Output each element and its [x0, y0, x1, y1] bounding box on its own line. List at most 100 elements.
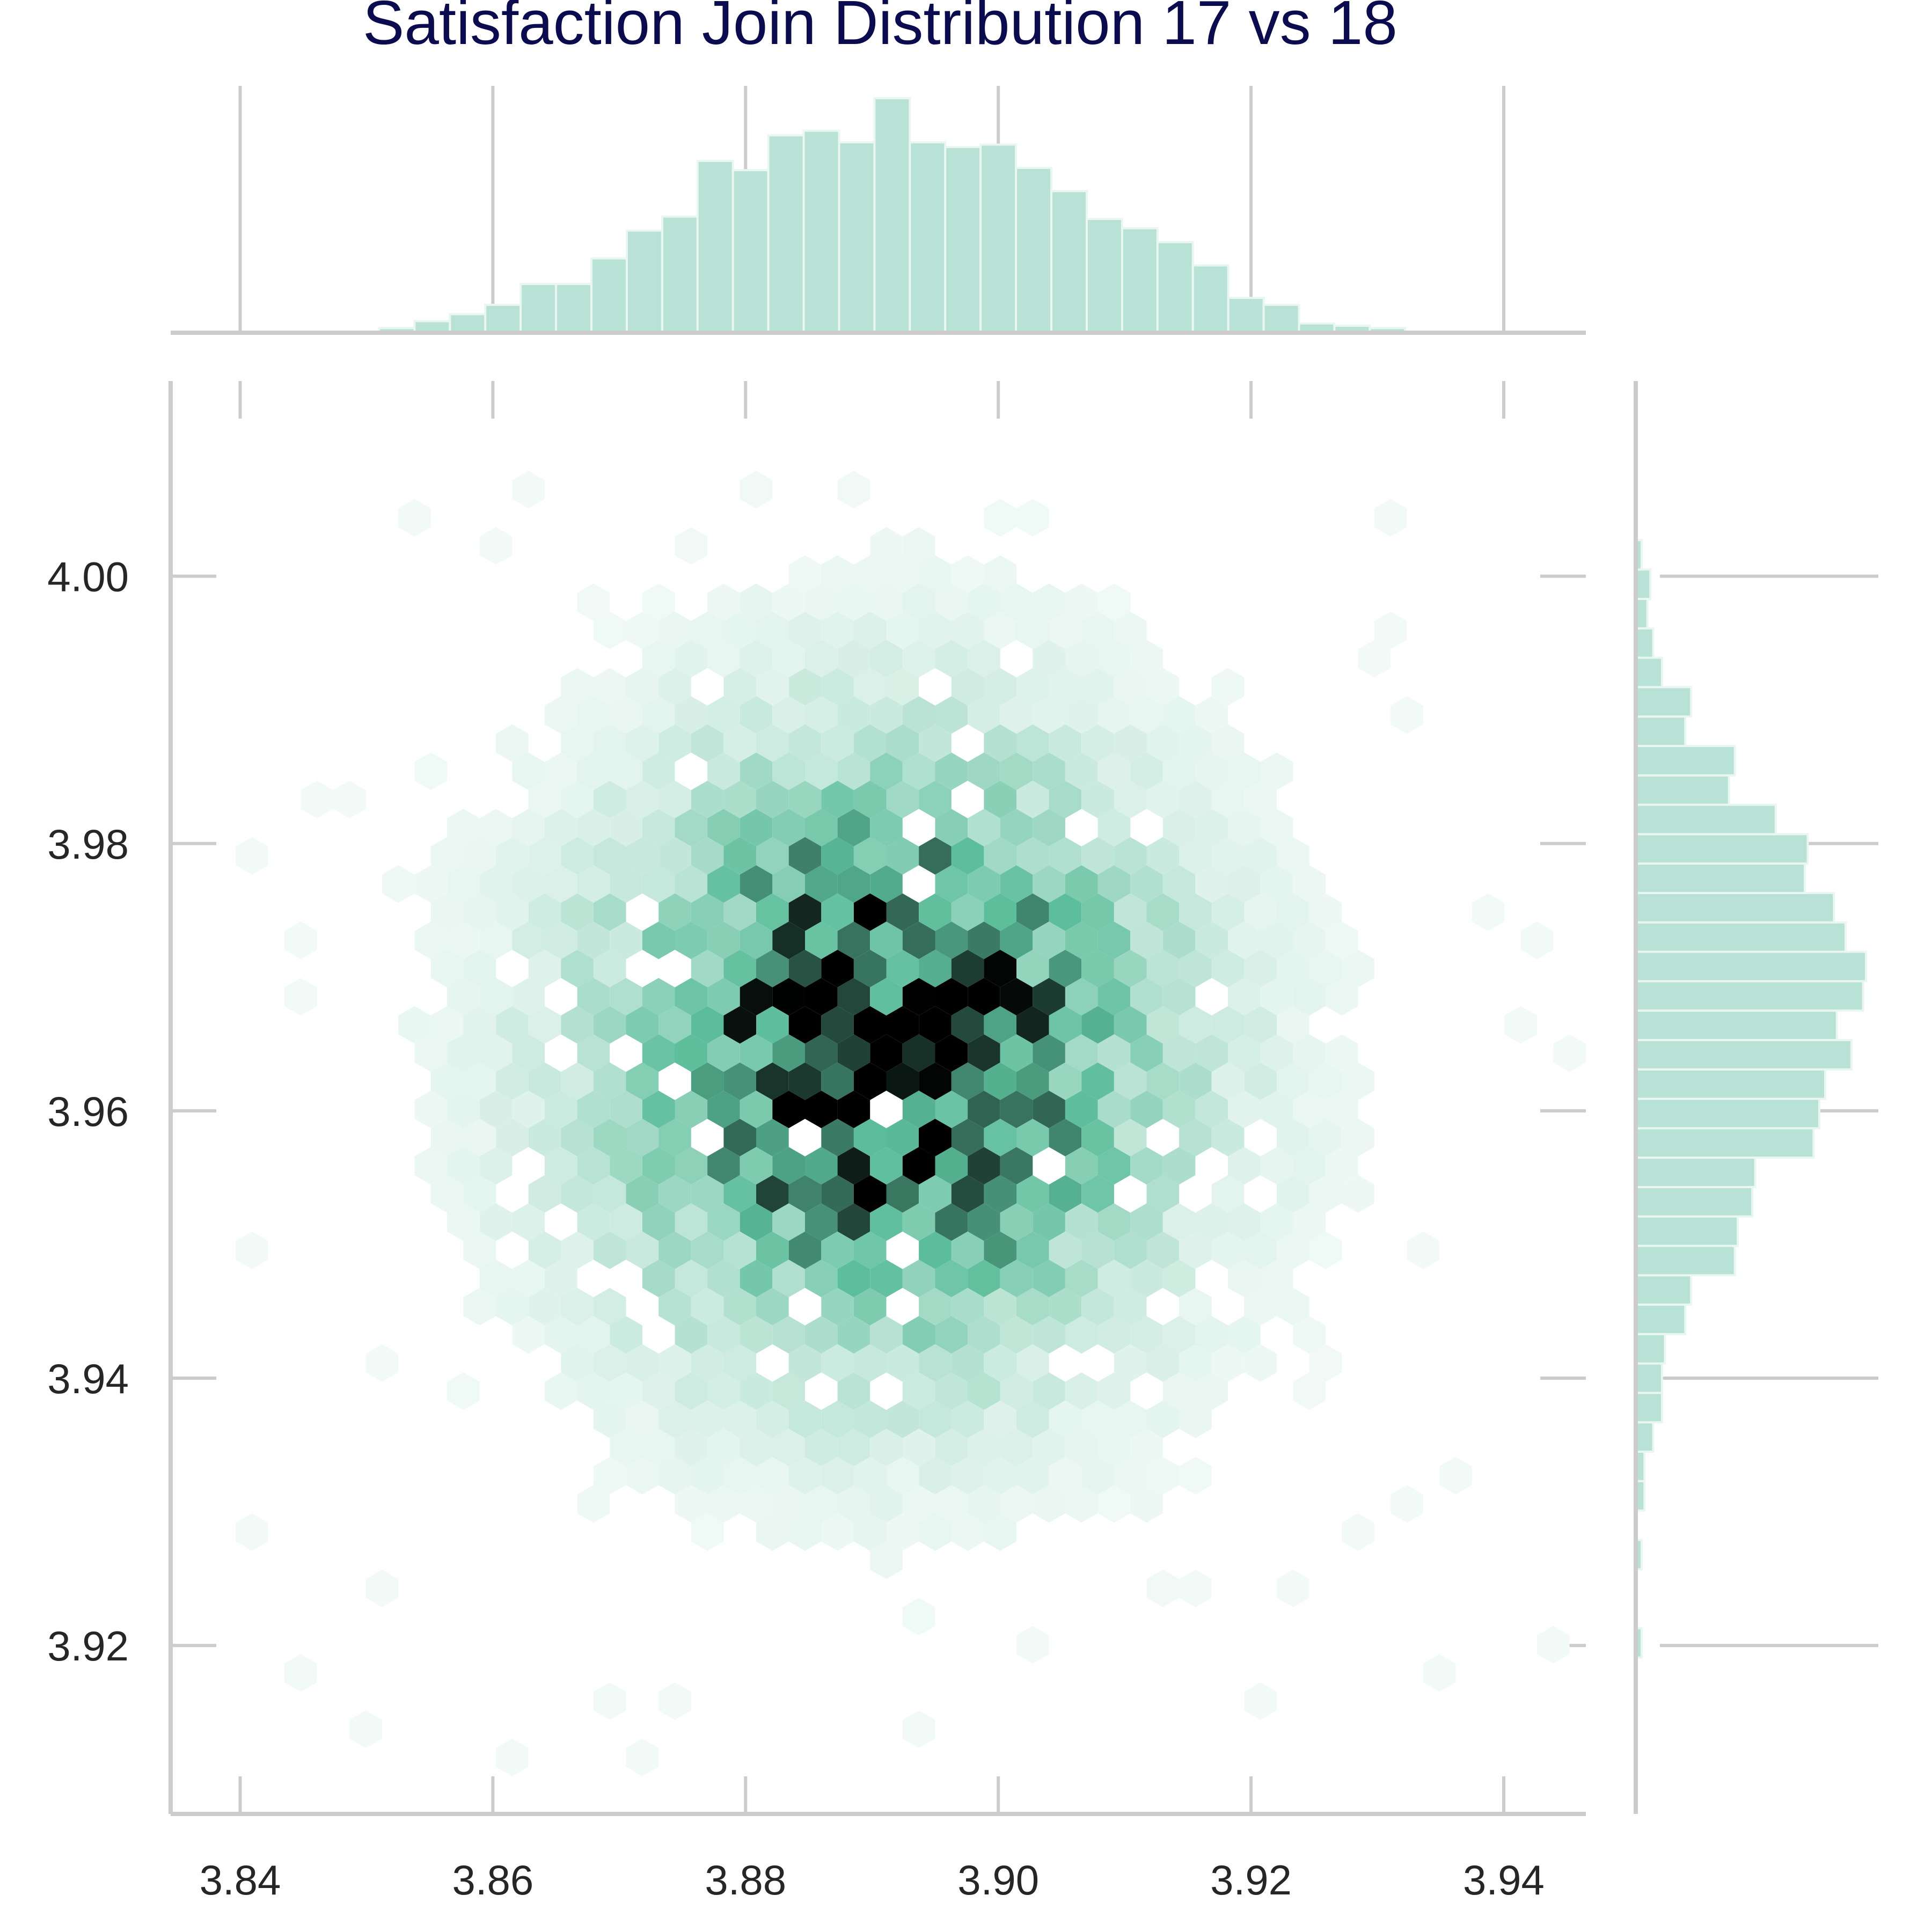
hexbin-cell [1162, 752, 1196, 791]
hexbin-cell [561, 837, 594, 875]
hexbin-cell [870, 809, 903, 847]
hexbin-cell [447, 1034, 480, 1072]
hexbin-cell [740, 1203, 773, 1241]
hexbin-cell [870, 1034, 903, 1072]
hexbin-cell [837, 1429, 870, 1467]
hexbin-cell [1033, 1485, 1065, 1523]
hexbin-cell [1260, 865, 1293, 903]
top-hist-bar [519, 283, 558, 334]
hexbin-cell [919, 555, 952, 593]
hexbin-cell [1081, 611, 1114, 649]
hexbin-cell [593, 1062, 626, 1100]
hexbin-cell [512, 809, 545, 847]
hexbin-cell [821, 837, 854, 875]
hexbin-cell [984, 668, 1016, 706]
hexbin-cell [1195, 1091, 1228, 1129]
hexbin-cell [1081, 1231, 1114, 1269]
hexbin-cell [430, 1175, 464, 1213]
hexbin-cell [430, 1006, 464, 1044]
hexbin-cell [691, 611, 724, 649]
hexbin-cell [853, 555, 887, 593]
hexbin-cell [951, 1231, 984, 1269]
hexbin-cell [610, 1147, 642, 1185]
hexbin-cell [1114, 1457, 1147, 1495]
y-tick-label: 3.98 [47, 821, 129, 868]
hexbin-cell [740, 978, 773, 1016]
hexbin-cell [968, 921, 1000, 960]
right-hist-bar [1635, 1215, 1739, 1247]
hexbin-cell [1130, 1485, 1163, 1523]
hexbin-cell [496, 724, 529, 762]
hexbin-cell [691, 837, 724, 875]
hexbin-cell [1065, 696, 1098, 734]
hexbin-cell [756, 668, 789, 706]
hexbin-cell [284, 1654, 317, 1692]
hexbin-cell [853, 1400, 887, 1438]
hexbin-cell [935, 809, 968, 847]
hexbin-cell [528, 780, 561, 818]
hexbin-cell [902, 921, 935, 960]
hexbin-cell [805, 921, 838, 960]
hexbin-cell [740, 640, 773, 678]
hexbin-cell [772, 865, 805, 903]
chart-title: Satisfaction Join Distribution 17 vs 18 [363, 0, 1397, 57]
hexbin-cell [1179, 1400, 1212, 1438]
hexbin-cell [1277, 1118, 1309, 1157]
hexbin-cell [642, 752, 675, 791]
hexbin-cell [870, 1485, 903, 1523]
hexbin-cell [365, 1344, 399, 1382]
hexbin-cell [788, 555, 822, 593]
hexbin-cell [951, 1400, 984, 1438]
hexbin-cell [707, 809, 740, 847]
hexbin-cell [788, 949, 822, 987]
hexbin-cell [886, 1400, 919, 1438]
hexbin-cell [821, 1175, 854, 1213]
hexbin-cell [1081, 1118, 1114, 1157]
hexbin-cell [740, 1147, 773, 1185]
hexbin-cell [479, 1147, 513, 1185]
hexbin-cell [707, 583, 740, 621]
hexbin-cell [512, 1260, 545, 1298]
hexbin-cell [1065, 1372, 1098, 1410]
hexbin-cell [853, 1231, 887, 1269]
hexbin-cell [1000, 1260, 1033, 1298]
hexbin-cell [1097, 1203, 1131, 1241]
hexbin-cell [626, 1118, 659, 1157]
hexbin-cell [1065, 1091, 1098, 1129]
hexbin-cell [772, 978, 805, 1016]
hexbin-cell [1260, 1260, 1293, 1298]
right-hist-bar [1635, 656, 1663, 689]
hexbin-cell [772, 1485, 805, 1523]
hexbin-cell [577, 1203, 610, 1241]
hexbin-cell [626, 1175, 659, 1213]
hexbin-cell [707, 640, 740, 678]
top-hist-bar [1015, 166, 1053, 334]
hexbin-cell [740, 1091, 773, 1129]
hexbin-cell [886, 1457, 919, 1495]
hexbin-cell [723, 1175, 756, 1213]
hexbin-cell [1016, 1231, 1049, 1269]
hexbin-cell [772, 640, 805, 678]
hexbin-cell [1016, 1344, 1049, 1382]
hexbin-cell [1097, 1429, 1131, 1467]
hexbin-cell [788, 1231, 822, 1269]
hexbin-cell [723, 1287, 756, 1326]
hexbin-cell [919, 724, 952, 762]
hexbin-cell [902, 1710, 935, 1748]
hexbin-cell [1260, 1034, 1293, 1072]
hexbin-cell [610, 1203, 642, 1241]
hexbin-cell [707, 865, 740, 903]
hexbin-cell [1016, 780, 1049, 818]
hexbin-cell [1195, 752, 1228, 791]
hexbin-cell [691, 1287, 724, 1326]
hexbin-cell [902, 1034, 935, 1072]
hexbin-cell [1162, 1034, 1196, 1072]
hexbin-cell [821, 1118, 854, 1157]
hexbin-cell [1016, 724, 1049, 762]
hexbin-cell [740, 921, 773, 960]
hexbin-cell [853, 1062, 887, 1100]
hexbin-cell [545, 1372, 577, 1410]
hexbin-cell [626, 1344, 659, 1382]
hexbin-cell [479, 809, 513, 847]
right-hist-bar [1635, 1421, 1655, 1453]
